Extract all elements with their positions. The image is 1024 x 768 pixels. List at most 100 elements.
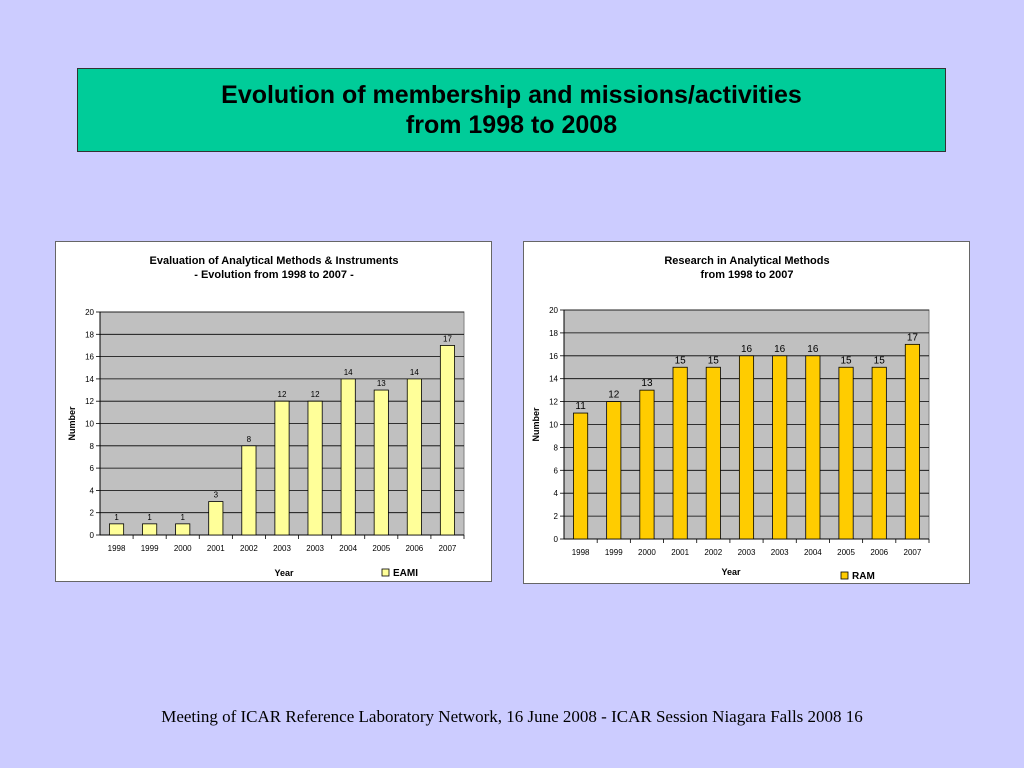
bar-data-label: 15 bbox=[675, 355, 687, 366]
y-tick-label: 10 bbox=[549, 421, 558, 430]
bar bbox=[307, 400, 323, 536]
y-tick-label: 6 bbox=[90, 464, 95, 473]
bar-data-label: 16 bbox=[774, 344, 786, 355]
y-tick-label: 16 bbox=[549, 352, 558, 361]
x-tick-label: 2001 bbox=[207, 544, 225, 553]
x-tick-label: 2000 bbox=[174, 544, 192, 553]
y-tick-label: 10 bbox=[85, 420, 94, 429]
eami-bar-chart: Evaluation of Analytical Methods & Instr… bbox=[67, 255, 465, 580]
bar bbox=[373, 389, 389, 536]
y-tick-label: 0 bbox=[90, 531, 95, 540]
y-tick-label: 2 bbox=[554, 512, 559, 521]
bar-data-label: 1 bbox=[114, 513, 119, 522]
y-tick-label: 4 bbox=[554, 489, 559, 498]
y-tick-label: 14 bbox=[549, 375, 558, 384]
legend-label: EAMI bbox=[393, 568, 418, 579]
chart-title-line2: - Evolution from 1998 to 2007 - bbox=[194, 269, 354, 281]
bar-data-label: 12 bbox=[311, 390, 320, 399]
x-tick-label: 2003 bbox=[771, 548, 789, 557]
x-tick-label: 1999 bbox=[605, 548, 623, 557]
bar-data-label: 12 bbox=[278, 390, 287, 399]
bar-data-label: 15 bbox=[708, 355, 720, 366]
y-tick-label: 18 bbox=[85, 330, 94, 339]
ram-chart-panel: Research in Analytical Methods from 1998 … bbox=[523, 241, 970, 584]
bar-data-label: 15 bbox=[874, 355, 886, 366]
x-tick-label: 2007 bbox=[904, 548, 922, 557]
x-tick-label: 2005 bbox=[837, 548, 855, 557]
x-tick-label: 2004 bbox=[339, 544, 357, 553]
y-tick-label: 12 bbox=[549, 398, 558, 407]
x-axis-label: Year bbox=[274, 568, 294, 578]
y-tick-label: 16 bbox=[85, 353, 94, 362]
x-tick-label: 2006 bbox=[870, 548, 888, 557]
bar bbox=[639, 389, 655, 540]
legend-label: RAM bbox=[852, 571, 875, 582]
x-tick-label: 2007 bbox=[439, 544, 457, 553]
bar bbox=[904, 343, 920, 540]
bar-data-label: 17 bbox=[443, 334, 452, 343]
x-tick-label: 2005 bbox=[372, 544, 390, 553]
y-axis-label: Number bbox=[67, 406, 77, 441]
legend-box bbox=[837, 569, 915, 583]
bar-data-label: 14 bbox=[344, 368, 353, 377]
bar-data-label: 13 bbox=[641, 378, 653, 389]
x-tick-label: 2003 bbox=[273, 544, 291, 553]
y-tick-label: 12 bbox=[85, 397, 94, 406]
bar bbox=[838, 366, 854, 540]
x-tick-label: 2002 bbox=[704, 548, 722, 557]
bar-data-label: 17 bbox=[907, 332, 919, 343]
legend-swatch bbox=[840, 571, 849, 580]
chart-title-line1: Research in Analytical Methods bbox=[664, 255, 829, 267]
legend-swatch bbox=[381, 568, 390, 577]
bar-data-label: 12 bbox=[608, 390, 620, 401]
y-tick-label: 8 bbox=[554, 443, 559, 452]
bar-data-label: 13 bbox=[377, 379, 386, 388]
bar-data-label: 3 bbox=[214, 491, 219, 500]
bar bbox=[175, 523, 191, 536]
slide-title-line1: Evolution of membership and missions/act… bbox=[221, 81, 802, 109]
bar-data-label: 11 bbox=[575, 401, 586, 412]
legend-box bbox=[378, 566, 440, 580]
x-tick-label: 2003 bbox=[738, 548, 756, 557]
bar bbox=[142, 523, 158, 536]
y-axis-label: Number bbox=[531, 407, 541, 442]
x-tick-label: 1998 bbox=[108, 544, 126, 553]
x-tick-label: 1999 bbox=[141, 544, 159, 553]
y-tick-label: 18 bbox=[549, 329, 558, 338]
chart-title-line2: from 1998 to 2007 bbox=[701, 269, 794, 281]
x-tick-label: 2004 bbox=[804, 548, 822, 557]
slide-footer: Meeting of ICAR Reference Laboratory Net… bbox=[161, 707, 863, 726]
bar bbox=[738, 355, 755, 540]
ram-bar-chart: Research in Analytical Methods from 1998 … bbox=[531, 255, 930, 583]
bar bbox=[705, 366, 721, 540]
bar bbox=[274, 400, 290, 536]
bar bbox=[871, 366, 887, 540]
x-tick-label: 2001 bbox=[671, 548, 689, 557]
bar-data-label: 16 bbox=[741, 344, 753, 355]
x-tick-label: 2003 bbox=[306, 544, 324, 553]
y-tick-label: 20 bbox=[85, 308, 94, 317]
bar bbox=[340, 378, 356, 536]
bar bbox=[241, 445, 257, 536]
y-tick-label: 20 bbox=[549, 306, 558, 315]
bar bbox=[805, 355, 821, 540]
bar-data-label: 15 bbox=[840, 355, 852, 366]
y-tick-label: 0 bbox=[554, 535, 559, 544]
bar bbox=[208, 501, 224, 536]
bar-data-label: 1 bbox=[147, 513, 152, 522]
x-tick-label: 2006 bbox=[405, 544, 423, 553]
x-tick-label: 1998 bbox=[572, 548, 590, 557]
bar-data-label: 14 bbox=[410, 368, 419, 377]
bar bbox=[109, 523, 125, 536]
bar bbox=[573, 412, 589, 540]
bar bbox=[772, 355, 788, 540]
bar-data-label: 8 bbox=[247, 435, 252, 444]
bar bbox=[606, 401, 622, 540]
bar bbox=[406, 378, 422, 536]
slide-title-line2: from 1998 to 2008 bbox=[405, 111, 618, 139]
x-axis-label: Year bbox=[721, 567, 741, 577]
x-tick-label: 2000 bbox=[638, 548, 656, 557]
slide-title-box: Evolution of membership and missions/act… bbox=[77, 68, 946, 152]
y-tick-label: 4 bbox=[90, 486, 95, 495]
bar bbox=[672, 366, 688, 540]
